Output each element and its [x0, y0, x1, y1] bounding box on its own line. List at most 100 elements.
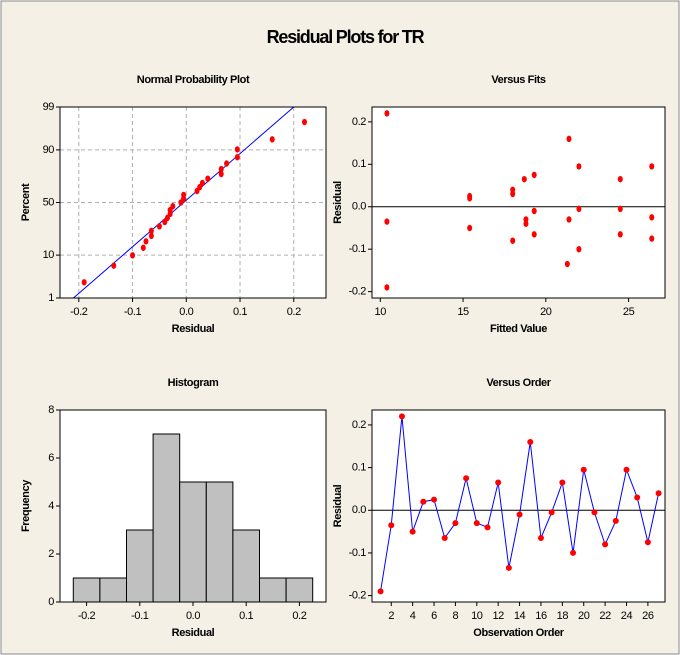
point — [409, 528, 416, 535]
point — [199, 179, 205, 187]
point — [377, 588, 384, 595]
point — [505, 564, 512, 571]
y-tick-label: -0.1 — [349, 547, 367, 559]
y-tick-label: 90 — [43, 144, 55, 156]
plot-frame — [371, 106, 666, 299]
point — [156, 223, 162, 230]
y-axis-label: Percent — [20, 183, 32, 221]
x-tick-label: 6 — [431, 610, 437, 622]
y-axis-label: Residual — [332, 484, 344, 527]
y-axis-label: Residual — [332, 181, 344, 224]
point — [224, 160, 230, 167]
x-tick-label: 24 — [621, 610, 633, 622]
point — [617, 205, 623, 213]
point — [148, 227, 154, 235]
y-tick-label: 99 — [43, 101, 55, 113]
point — [510, 237, 516, 244]
point — [384, 218, 390, 225]
point — [564, 260, 570, 268]
x-tick-label: 20 — [578, 610, 590, 622]
point — [170, 203, 176, 210]
point — [576, 163, 582, 170]
bar — [126, 529, 154, 603]
x-tick-label: 4 — [410, 610, 416, 622]
x-axis-label: Residual — [172, 627, 215, 639]
panel-title: Versus Order — [486, 377, 551, 389]
x-tick-label: 10 — [375, 306, 387, 318]
x-tick-label: 8 — [453, 610, 459, 622]
point — [441, 535, 448, 541]
point — [580, 466, 587, 473]
point — [602, 541, 609, 548]
x-tick-label: -0.1 — [124, 306, 142, 318]
x-tick-label: 15 — [457, 306, 469, 318]
x-tick-label: 26 — [642, 610, 654, 622]
point — [566, 135, 572, 143]
point — [205, 175, 211, 182]
x-axis-label: Observation Order — [473, 627, 565, 639]
point — [302, 118, 308, 126]
y-tick-label: 10 — [43, 249, 55, 261]
x-tick-label: 0.2 — [287, 306, 301, 318]
point — [420, 498, 427, 505]
point — [649, 214, 655, 221]
point — [591, 509, 598, 516]
x-tick-label: 18 — [557, 610, 569, 622]
x-tick-label: -0.2 — [70, 306, 88, 318]
point — [473, 520, 480, 527]
x-tick-label: 0.1 — [233, 306, 247, 318]
bar — [99, 577, 128, 603]
bar — [152, 433, 181, 603]
point — [218, 165, 224, 173]
x-tick-label: 16 — [535, 610, 547, 622]
y-tick-label: 0.2 — [352, 419, 366, 431]
point — [576, 205, 582, 213]
y-tick-label: 1 — [48, 292, 54, 304]
point — [148, 232, 154, 240]
x-tick-label: 0.2 — [292, 610, 306, 622]
point — [495, 479, 502, 486]
y-tick-label: 0.0 — [352, 504, 366, 516]
point — [467, 224, 473, 232]
point — [566, 216, 572, 223]
x-tick-label: 20 — [540, 306, 552, 318]
y-tick-label: 0.1 — [352, 158, 366, 170]
x-tick-label: 12 — [492, 610, 504, 622]
plot-area — [372, 410, 665, 602]
bar — [205, 481, 234, 603]
point — [269, 136, 275, 143]
page-title: Residual Plots for TR — [267, 27, 425, 47]
point — [617, 175, 623, 183]
point — [384, 110, 390, 117]
point — [559, 479, 566, 486]
point — [548, 509, 555, 516]
y-tick-label: 50 — [43, 196, 55, 208]
point — [623, 466, 630, 473]
x-tick-label: 0.1 — [239, 610, 253, 622]
y-tick-label: 6 — [48, 452, 54, 464]
y-tick-label: 0.2 — [352, 116, 366, 128]
plot-frame — [371, 409, 666, 603]
point — [531, 231, 537, 238]
y-tick-label: 4 — [48, 500, 54, 512]
panel-title: Normal Probability Plot — [137, 74, 250, 86]
point — [181, 191, 187, 199]
bar — [259, 577, 287, 603]
point — [527, 439, 534, 445]
x-tick-label: 0.0 — [186, 610, 200, 622]
y-tick-label: -0.2 — [349, 590, 367, 602]
x-tick-label: -0.2 — [78, 610, 96, 622]
plot-frame — [59, 106, 327, 299]
bar — [179, 481, 207, 603]
point — [431, 496, 438, 503]
panel-title: Histogram — [168, 377, 219, 389]
point — [649, 163, 655, 170]
point — [484, 524, 491, 531]
point — [234, 146, 240, 153]
plot-frame — [59, 409, 327, 603]
point — [612, 517, 619, 524]
x-axis-label: Fitted Value — [490, 323, 547, 335]
point — [140, 244, 146, 251]
x-tick-label: 25 — [623, 306, 635, 318]
